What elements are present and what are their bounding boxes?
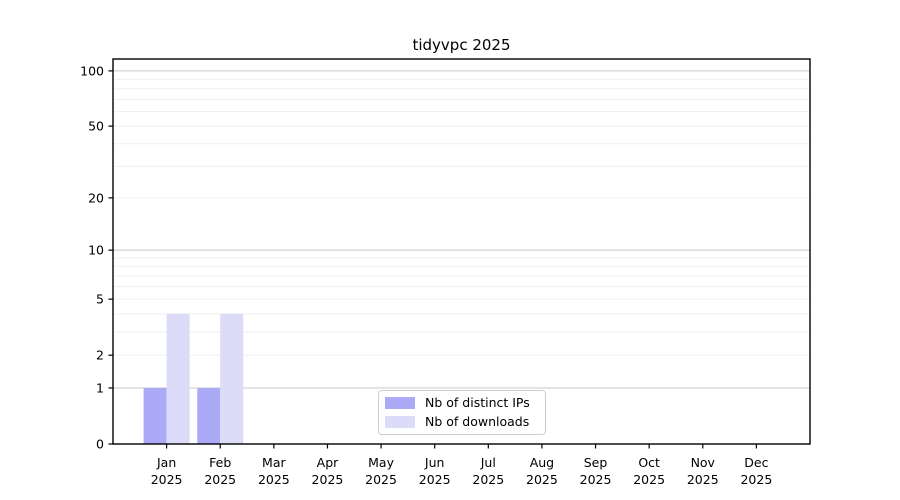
y-tick-label: 5 [96, 292, 104, 307]
x-tick-label-year: 2025 [365, 472, 397, 487]
bar-distinct-ips [143, 387, 167, 444]
bar-downloads [166, 313, 190, 444]
legend-label-downloads: Nb of downloads [425, 414, 530, 429]
x-tick-label-month: Sep [584, 455, 608, 470]
x-tick-label-year: 2025 [687, 472, 719, 487]
x-tick-label-month: Dec [744, 455, 768, 470]
x-tick-label-year: 2025 [258, 472, 290, 487]
x-tick-label-month: Oct [638, 455, 660, 470]
bar-distinct-ips [197, 387, 221, 444]
y-tick-label: 0 [96, 437, 104, 452]
legend-item-downloads: Nb of downloads [385, 414, 537, 429]
y-tick-label: 10 [88, 243, 104, 258]
legend-item-distinct-ips: Nb of distinct IPs [385, 395, 537, 410]
x-tick-label-year: 2025 [312, 472, 344, 487]
x-tick-label-month: Feb [209, 455, 231, 470]
y-tick-label: 1 [96, 380, 104, 395]
legend-label-distinct-ips: Nb of distinct IPs [425, 395, 530, 410]
x-tick-label-year: 2025 [472, 472, 504, 487]
x-tick-label-year: 2025 [204, 472, 236, 487]
x-tick-label-month: Jan [156, 455, 176, 470]
x-tick-label-month: Jun [424, 455, 445, 470]
legend: Nb of distinct IPs Nb of downloads [378, 390, 546, 435]
x-tick-label-year: 2025 [580, 472, 612, 487]
x-tick-label-month: Apr [317, 455, 339, 470]
legend-swatch-downloads [385, 415, 415, 428]
y-tick-label: 20 [88, 190, 104, 205]
x-tick-label-year: 2025 [151, 472, 183, 487]
x-tick-label-year: 2025 [526, 472, 558, 487]
x-tick-label-month: Mar [262, 455, 286, 470]
x-tick-label-month: Nov [691, 455, 716, 470]
x-tick-label-month: Jul [480, 455, 496, 470]
plot-frame [112, 58, 811, 445]
legend-swatch-distinct-ips [385, 396, 415, 409]
x-tick-label-year: 2025 [419, 472, 451, 487]
x-tick-label-year: 2025 [633, 472, 665, 487]
chart-title: tidyvpc 2025 [412, 36, 511, 54]
x-tick-label-month: May [368, 455, 394, 470]
x-tick-label-month: Aug [530, 455, 554, 470]
y-tick-label: 2 [96, 348, 104, 363]
y-tick-label: 100 [80, 63, 104, 78]
y-tick-label: 50 [88, 119, 104, 134]
bar-downloads [220, 313, 244, 444]
x-tick-label-year: 2025 [740, 472, 772, 487]
